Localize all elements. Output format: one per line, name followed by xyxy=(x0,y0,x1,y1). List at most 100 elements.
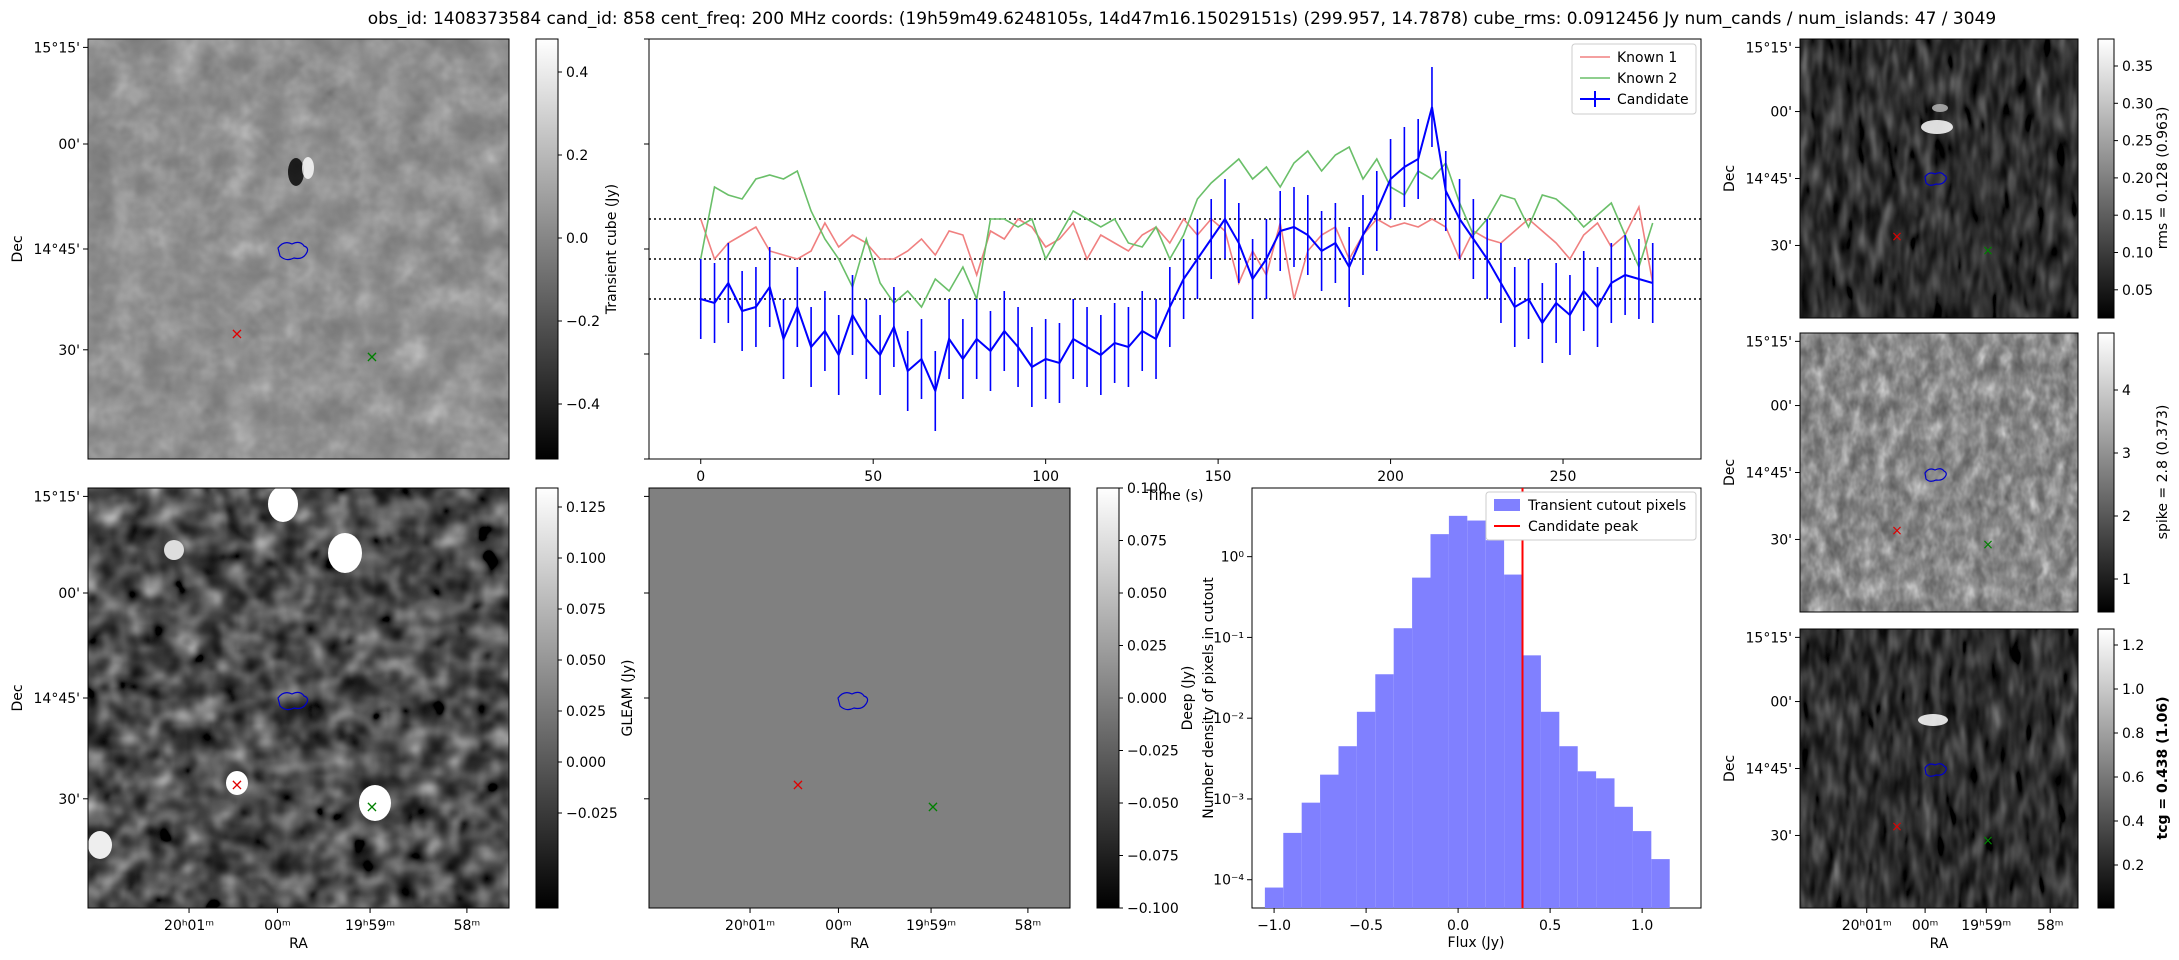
dec-tick-label: 15°15' xyxy=(1746,40,1792,56)
dec-axis-label: Dec xyxy=(10,684,26,711)
ra-axis-label: RA xyxy=(289,936,308,952)
hist-legend-label: Transient cutout pixels xyxy=(1527,498,1686,514)
ra-tick-label: 19ʰ59ᵐ xyxy=(1961,918,2011,934)
histogram-bar xyxy=(1504,574,1523,908)
known-1-marker: × xyxy=(1891,523,1903,539)
ra-tick-label: 00ᵐ xyxy=(825,918,852,934)
colorbar-tick-label: 2 xyxy=(2122,509,2131,525)
histogram-bar xyxy=(1356,711,1376,908)
colorbar-rms-ticks: 0.35 0.30 0.25 0.20 0.15 0.10 0.05 xyxy=(2114,59,2153,299)
lightcurve-plot: 0 50 100 150 200 250 xyxy=(644,38,1701,485)
known-2-marker: × xyxy=(926,797,939,816)
colorbar-tick-label: 0.20 xyxy=(2122,171,2153,187)
colorbar-tick-label: 1 xyxy=(2122,572,2131,588)
dec-tick-label: 00' xyxy=(1770,399,1792,415)
colorbar-tick-label: 0.35 xyxy=(2122,59,2153,75)
lc-x-tick-label: 200 xyxy=(1377,469,1404,485)
ra-axis: 20ʰ01ᵐ 00ᵐ 19ʰ59ᵐ 58ᵐ RA xyxy=(164,908,480,952)
hist-legend-swatch xyxy=(1494,499,1520,511)
colorbar-deep-label: Deep (Jy) xyxy=(1180,666,1196,731)
colorbar-tick-label: 0.4 xyxy=(2122,814,2144,830)
histogram-bar xyxy=(1264,887,1284,908)
known-1-marker: × xyxy=(791,775,804,794)
ra-axis-label: RA xyxy=(1930,936,1949,952)
colorbar-tick-label: 0.075 xyxy=(1127,534,1167,550)
histogram-bar xyxy=(1412,577,1431,908)
dec-tick-label: 30' xyxy=(58,343,80,359)
dec-axis-label: Dec xyxy=(1722,755,1738,782)
colorbar-tick-label: 1.0 xyxy=(2122,682,2144,698)
gleam-image xyxy=(648,487,1071,909)
dec-tick-label: 15°15' xyxy=(1746,334,1792,350)
known-1-marker: × xyxy=(1891,229,1903,245)
known-1-marker: × xyxy=(230,324,243,343)
histogram-bar xyxy=(1301,802,1321,908)
candidate-contour xyxy=(1924,763,1947,777)
dec-tick-label: 30' xyxy=(1770,532,1792,548)
legend-box xyxy=(1571,43,1697,115)
colorbar-gleam-bar xyxy=(1096,487,1120,909)
colorbar-tick-label: 0.2 xyxy=(2122,858,2144,874)
candidate-contour xyxy=(837,691,869,711)
dec-tick-label: 00' xyxy=(1770,105,1792,121)
colorbar-deep-ticks: 0.125 0.100 0.075 0.050 0.025 0.000 −0.025 xyxy=(558,500,618,822)
colorbar-tick-label: 4 xyxy=(2122,383,2131,399)
candidate-contour xyxy=(1924,468,1947,482)
colorbar-tick-label: 0.4 xyxy=(566,65,588,81)
colorbar-tick-label: 0.0 xyxy=(566,231,588,247)
ra-tick-label: 20ʰ01ᵐ xyxy=(725,918,775,934)
panel-gleam: × × 20ʰ01ᵐ 00ᵐ 19ʰ59ᵐ 58ᵐ RA GLEAM (Jy) 0.10… xyxy=(620,481,1179,952)
transient-bright-blob xyxy=(302,157,314,179)
ra-tick-label: 00ᵐ xyxy=(1912,918,1939,934)
colorbar-deep-bar xyxy=(535,487,559,909)
colorbar-tick-label: 0.05 xyxy=(2122,283,2153,299)
known-2-marker: × xyxy=(365,797,378,816)
candidate-contour xyxy=(277,241,309,261)
ra-tick-label: 19ʰ59ᵐ xyxy=(345,918,395,934)
known-1-line xyxy=(699,204,1654,300)
deep-source-2 xyxy=(328,533,362,573)
histogram-bar xyxy=(1448,515,1468,908)
rms-image xyxy=(1800,39,2078,318)
colorbar-transient-ticks: 0.4 0.2 0.0 −0.2 −0.4 xyxy=(558,65,600,413)
deep-source-5 xyxy=(359,785,391,821)
histogram-legend: Transient cutout pixels Candidate peak xyxy=(1485,491,1697,541)
hist-x-tick-label: −1.0 xyxy=(1257,918,1291,934)
dec-tick-label: 00' xyxy=(58,137,80,153)
colorbar-tick-label: 0.2 xyxy=(566,148,588,164)
transient-cube-image xyxy=(88,39,509,459)
colorbar-tick-label: −0.2 xyxy=(566,314,600,330)
histogram-bar xyxy=(1632,831,1652,908)
lc-x-tick-label: 50 xyxy=(864,469,882,485)
colorbar-tick-label: 0.100 xyxy=(1127,481,1167,497)
legend-label-known2: Known 2 xyxy=(1617,71,1677,87)
colorbar-tick-label: 0.25 xyxy=(2122,134,2153,150)
ra-tick-label: 58ᵐ xyxy=(454,918,481,934)
lc-x-tick-label: 0 xyxy=(696,469,705,485)
spike-image xyxy=(1800,333,2078,612)
dec-tick-label: 30' xyxy=(1770,828,1792,844)
tcg-bright-blob xyxy=(1918,714,1948,726)
colorbar-rms-bar xyxy=(2097,38,2115,319)
histogram-bar xyxy=(1540,711,1560,908)
panel-deep: × × 15°15' 00' 14°45' 30' Dec 20ʰ01ᵐ 00ᵐ 19ʰ59… xyxy=(10,486,618,952)
histogram-bar xyxy=(1338,746,1357,908)
hist-x-tick-label: −0.5 xyxy=(1349,918,1383,934)
colorbar-transient: 0.4 0.2 0.0 −0.2 −0.4 Transient cube (Jy) xyxy=(535,38,620,460)
colorbar-tick-label: 1.2 xyxy=(2122,638,2144,654)
ra-tick-label: 19ʰ59ᵐ xyxy=(906,918,956,934)
dec-axis-label: Dec xyxy=(1722,459,1738,486)
dec-axis-label: Dec xyxy=(1722,165,1738,192)
histogram-bar xyxy=(1283,832,1302,908)
hist-x-tick-label: 1.0 xyxy=(1631,918,1653,934)
colorbar-deep: 0.125 0.100 0.075 0.050 0.025 0.000 −0.025 xyxy=(535,487,618,909)
colorbar-tick-label: 0.100 xyxy=(566,551,606,567)
colorbar-tick-label: 0.025 xyxy=(1127,639,1167,655)
panel-spike: × × 15°15' 00' 14°45' 30' Dec 4 3 2 1 spike = 2… xyxy=(1722,332,2171,613)
ra-tick-label: 00ᵐ xyxy=(264,918,291,934)
colorbar-tick-label: −0.050 xyxy=(1127,796,1179,812)
ra-tick-label: 58ᵐ xyxy=(1015,918,1042,934)
colorbar-tick-label: 0.050 xyxy=(1127,586,1167,602)
rms-bright-blob xyxy=(1921,120,1953,134)
